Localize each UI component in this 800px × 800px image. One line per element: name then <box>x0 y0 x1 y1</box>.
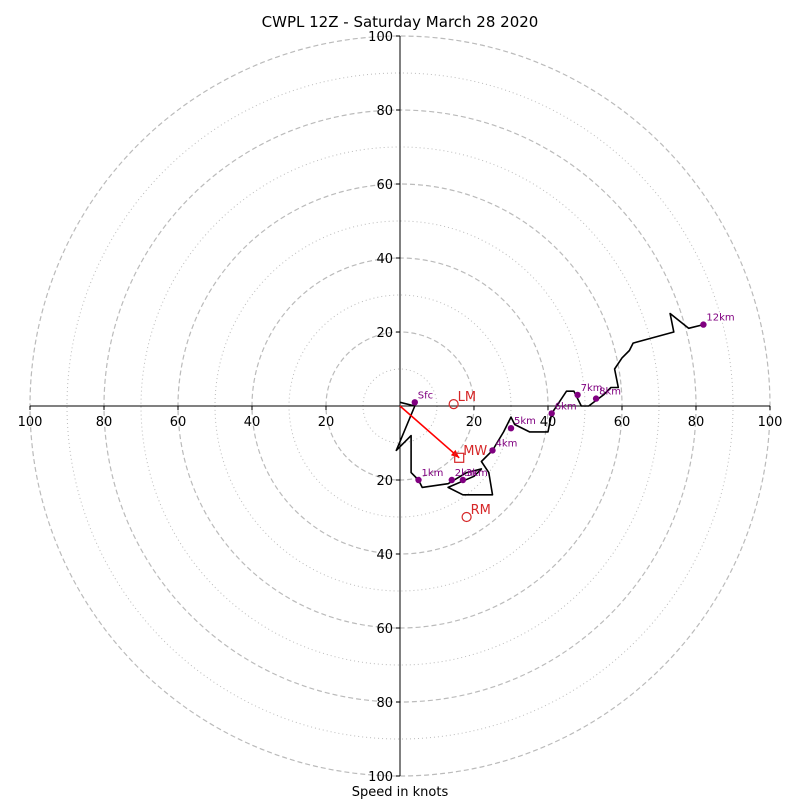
y-tick-label: 40 <box>376 548 393 563</box>
level-point <box>415 476 422 484</box>
y-tick-label: 60 <box>376 622 393 637</box>
hodograph-line <box>395 312 704 496</box>
y-tick-label: 20 <box>376 326 393 341</box>
x-tick-label: 100 <box>758 415 783 430</box>
level-point <box>700 321 707 328</box>
x-tick-label: 60 <box>170 415 187 430</box>
level-label: 8km <box>599 387 621 398</box>
chart-title: CWPL 12Z - Saturday March 28 2020 <box>262 13 539 31</box>
y-tick-label: 40 <box>376 252 393 267</box>
x-axis-label: Speed in knots <box>352 785 449 800</box>
x-tick-label: 80 <box>96 415 113 430</box>
y-tick-label: 80 <box>376 696 393 711</box>
x-tick-label: 20 <box>466 415 483 430</box>
storm-motion-label: LM <box>458 390 476 405</box>
y-tick-label: 20 <box>376 474 393 489</box>
x-tick-label: 80 <box>688 415 705 430</box>
storm-motion-marker <box>461 511 472 523</box>
storm-motion-markers: LM MW RM <box>448 390 491 523</box>
level-label: Sfc <box>418 390 433 401</box>
x-tick-label: 20 <box>318 415 335 430</box>
level-label: 12km <box>706 313 734 324</box>
level-label: 7km <box>581 383 603 394</box>
tick-labels: 100 80 60 40 20 20 40 60 80 100 100 80 60 40 20 20 40 60 8… <box>18 30 783 785</box>
x-tick-label: 40 <box>244 415 261 430</box>
x-tick-label: 40 <box>540 415 557 430</box>
mean-wind-marker <box>454 452 465 463</box>
level-label: 6km <box>555 401 577 412</box>
level-point <box>548 410 555 417</box>
level-label: 2km <box>455 468 477 479</box>
y-tick-label: 100 <box>368 30 393 45</box>
storm-motion-label: RM <box>471 503 491 518</box>
level-label: 5km <box>514 416 536 427</box>
level-label: 1km <box>422 468 444 479</box>
y-tick-label: 100 <box>368 770 393 785</box>
level-point <box>574 391 581 399</box>
level-point <box>489 447 496 454</box>
level-label: 3km <box>466 468 488 479</box>
shear-vector-line <box>399 405 460 459</box>
level-point <box>411 399 418 406</box>
x-tick-label: 100 <box>18 415 43 430</box>
hodograph-trace-layer <box>395 312 704 496</box>
storm-motion-label: MW <box>463 444 487 459</box>
y-tick-label: 60 <box>376 178 393 193</box>
y-tick-label: 80 <box>376 104 393 119</box>
storm-motion-marker <box>448 399 459 410</box>
x-tick-label: 60 <box>614 415 631 430</box>
level-label: 4km <box>496 438 518 449</box>
level-point <box>507 425 515 432</box>
level-point <box>448 476 455 484</box>
level-point <box>459 476 467 484</box>
shear-arrow-layer <box>399 405 460 459</box>
level-point <box>592 395 600 402</box>
